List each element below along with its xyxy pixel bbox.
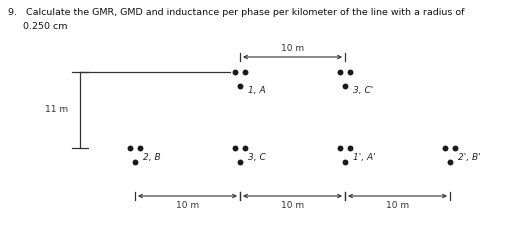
- Text: 10 m: 10 m: [281, 44, 304, 53]
- Text: 2, B: 2, B: [143, 153, 161, 162]
- Text: 10 m: 10 m: [176, 201, 199, 210]
- Point: [446, 160, 454, 164]
- Point: [336, 146, 344, 150]
- Point: [236, 160, 244, 164]
- Point: [131, 160, 139, 164]
- Text: 3, C: 3, C: [248, 153, 266, 162]
- Text: 10 m: 10 m: [386, 201, 409, 210]
- Text: 11 m: 11 m: [45, 106, 68, 115]
- Text: 1', A': 1', A': [353, 153, 376, 162]
- Point: [241, 146, 249, 150]
- Text: 3, C': 3, C': [353, 86, 373, 95]
- Text: 2', B': 2', B': [458, 153, 481, 162]
- Point: [136, 146, 144, 150]
- Point: [336, 70, 344, 74]
- Point: [451, 146, 459, 150]
- Point: [126, 146, 134, 150]
- Point: [441, 146, 449, 150]
- Point: [231, 70, 239, 74]
- Point: [346, 146, 354, 150]
- Point: [341, 160, 349, 164]
- Point: [236, 84, 244, 88]
- Text: 10 m: 10 m: [281, 201, 304, 210]
- Point: [241, 70, 249, 74]
- Text: 9.   Calculate the GMR, GMD and inductance per phase per kilometer of the line w: 9. Calculate the GMR, GMD and inductance…: [8, 8, 464, 17]
- Point: [231, 146, 239, 150]
- Text: 0.250 cm: 0.250 cm: [8, 22, 68, 31]
- Point: [341, 84, 349, 88]
- Text: 1, A: 1, A: [248, 86, 266, 95]
- Point: [346, 70, 354, 74]
